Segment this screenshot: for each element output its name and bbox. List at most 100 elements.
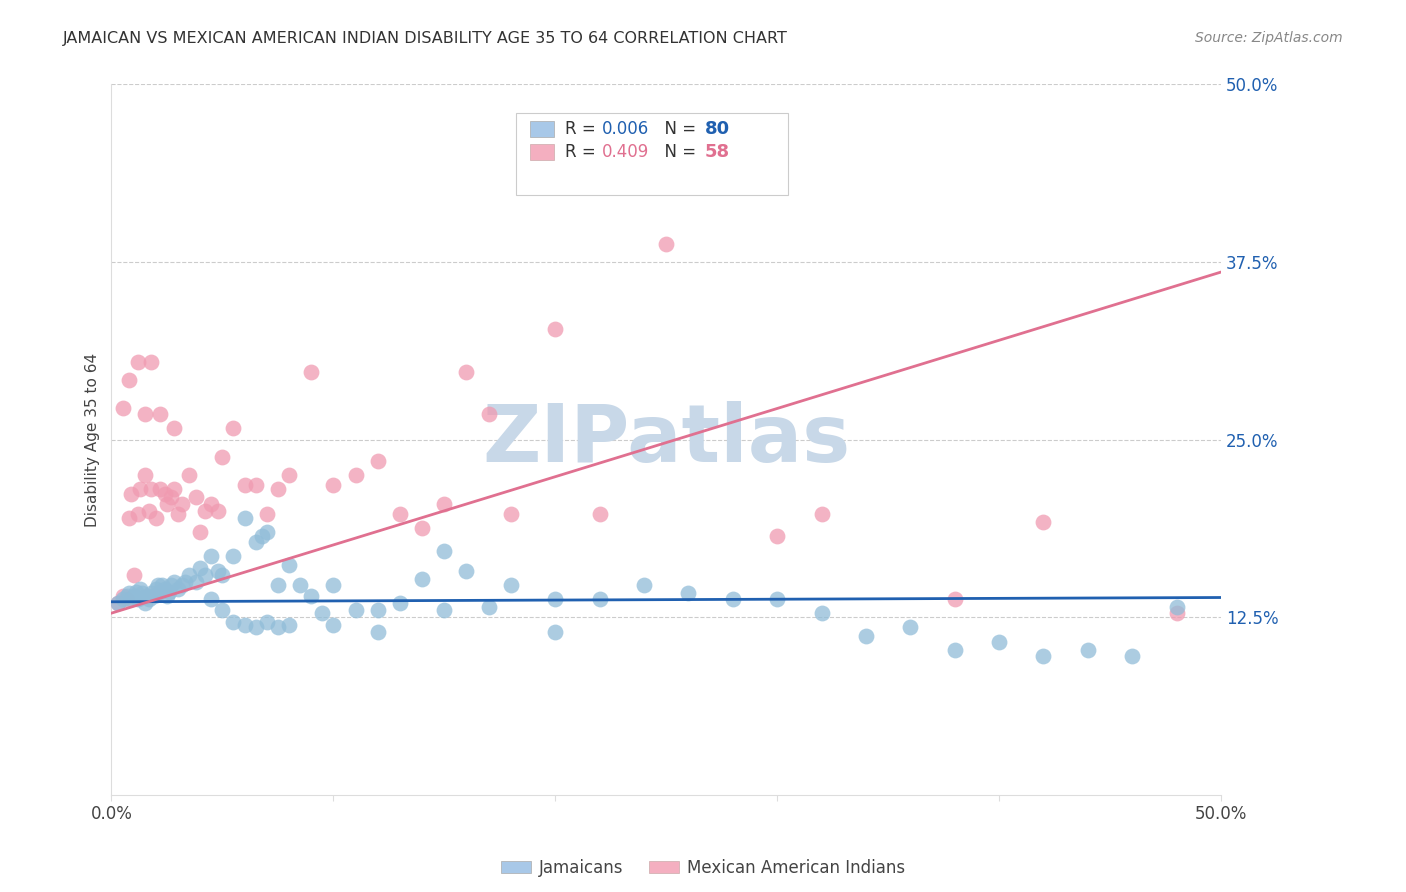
Point	[388, 507, 411, 521]
Point	[129, 582, 152, 596]
Point	[157, 584, 180, 599]
Point	[118, 373, 141, 387]
Text: 0.409: 0.409	[602, 143, 650, 161]
Point	[162, 421, 184, 435]
Point	[188, 525, 211, 540]
Point	[367, 454, 389, 468]
Point	[122, 567, 145, 582]
Point	[162, 483, 184, 497]
Point	[344, 468, 367, 483]
Point	[194, 504, 217, 518]
Point	[173, 574, 195, 589]
Point	[988, 634, 1011, 648]
Point	[141, 354, 163, 368]
Point	[678, 586, 700, 600]
Point	[367, 603, 389, 617]
Point	[898, 620, 921, 634]
Point	[127, 591, 149, 606]
Point	[278, 617, 301, 632]
Legend: Jamaicans, Mexican American Indians: Jamaicans, Mexican American Indians	[494, 853, 912, 884]
Point	[721, 591, 744, 606]
Point	[810, 606, 832, 620]
Point	[111, 589, 134, 603]
Point	[344, 603, 367, 617]
Point	[188, 560, 211, 574]
Point	[943, 643, 966, 657]
Point	[810, 507, 832, 521]
FancyBboxPatch shape	[516, 113, 789, 194]
Point	[145, 582, 167, 596]
Text: R =: R =	[565, 120, 602, 138]
Point	[149, 584, 172, 599]
Point	[141, 483, 163, 497]
Point	[200, 497, 222, 511]
Point	[433, 497, 456, 511]
Point	[233, 617, 256, 632]
Point	[267, 620, 290, 634]
Point	[194, 567, 217, 582]
Point	[322, 578, 344, 592]
Point	[1121, 648, 1143, 663]
Point	[134, 407, 156, 421]
Point	[153, 487, 176, 501]
Point	[120, 487, 142, 501]
Point	[222, 615, 245, 629]
Point	[160, 490, 183, 504]
Point	[544, 322, 567, 336]
Point	[149, 407, 172, 421]
Point	[267, 578, 290, 592]
Point	[156, 497, 179, 511]
Point	[146, 578, 169, 592]
Point	[184, 490, 207, 504]
Point	[544, 624, 567, 639]
Text: 0.006: 0.006	[602, 120, 650, 138]
Point	[256, 507, 278, 521]
Text: JAMAICAN VS MEXICAN AMERICAN INDIAN DISABILITY AGE 35 TO 64 CORRELATION CHART: JAMAICAN VS MEXICAN AMERICAN INDIAN DISA…	[63, 31, 789, 46]
Point	[855, 629, 877, 643]
Point	[267, 483, 290, 497]
Point	[588, 591, 610, 606]
Point	[172, 497, 194, 511]
Point	[245, 620, 267, 634]
Text: Source: ZipAtlas.com: Source: ZipAtlas.com	[1195, 31, 1343, 45]
Point	[1032, 515, 1054, 529]
Text: N =: N =	[654, 120, 702, 138]
Point	[1166, 600, 1188, 615]
Point	[152, 578, 174, 592]
Point	[211, 567, 233, 582]
Point	[588, 507, 610, 521]
Point	[322, 478, 344, 492]
Point	[367, 624, 389, 639]
Point	[311, 606, 333, 620]
Y-axis label: Disability Age 35 to 64: Disability Age 35 to 64	[86, 352, 100, 527]
Point	[115, 591, 138, 606]
Point	[211, 450, 233, 464]
Point	[456, 365, 478, 379]
Point	[278, 558, 301, 572]
Point	[322, 617, 344, 632]
Point	[1077, 643, 1099, 657]
FancyBboxPatch shape	[530, 121, 554, 137]
Point	[207, 504, 229, 518]
Point	[943, 591, 966, 606]
Point	[134, 596, 156, 610]
Point	[245, 478, 267, 492]
Point	[456, 564, 478, 578]
Point	[252, 529, 274, 543]
Point	[115, 589, 138, 603]
Point	[134, 468, 156, 483]
Text: N =: N =	[654, 143, 702, 161]
Point	[433, 603, 456, 617]
Point	[107, 596, 129, 610]
Point	[633, 578, 655, 592]
Point	[184, 574, 207, 589]
Point	[478, 407, 501, 421]
Point	[162, 574, 184, 589]
Point	[135, 589, 157, 603]
Point	[721, 155, 744, 169]
Point	[288, 578, 311, 592]
Point	[245, 535, 267, 549]
Text: 58: 58	[704, 143, 730, 161]
Point	[211, 603, 233, 617]
Point	[655, 236, 678, 251]
